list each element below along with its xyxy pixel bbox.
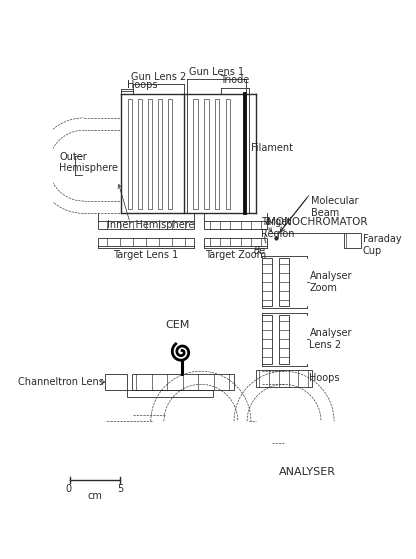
Bar	[215, 98, 219, 209]
Text: MONOCHROMATOR: MONOCHROMATOR	[267, 217, 368, 227]
Bar	[148, 98, 152, 209]
Bar	[158, 98, 162, 209]
Text: Target
Region: Target Region	[261, 217, 295, 239]
Bar	[98, 238, 194, 246]
Bar	[204, 238, 267, 246]
Bar	[279, 258, 290, 306]
Text: Gun Lens 2: Gun Lens 2	[131, 72, 186, 82]
Bar	[204, 221, 267, 229]
Text: Analyser
Zoom: Analyser Zoom	[310, 271, 352, 293]
Text: θe: θe	[253, 246, 265, 255]
Text: Target Zoom: Target Zoom	[205, 249, 266, 259]
Bar	[279, 315, 290, 363]
Bar	[225, 98, 230, 209]
Text: Analyser
Lens 2: Analyser Lens 2	[310, 329, 352, 350]
Text: Gun Lens 1: Gun Lens 1	[189, 67, 244, 77]
Text: CEM: CEM	[166, 320, 190, 330]
Text: Target Lens 1: Target Lens 1	[113, 249, 178, 259]
Bar	[105, 373, 127, 391]
Bar	[262, 315, 272, 363]
Bar	[168, 98, 172, 209]
Text: Outer
Hemisphere: Outer Hemisphere	[59, 152, 118, 173]
Bar	[193, 98, 198, 209]
Text: 0: 0	[65, 484, 72, 494]
Text: Faraday
Cup: Faraday Cup	[363, 234, 401, 256]
Bar	[262, 258, 272, 306]
Bar	[128, 98, 132, 209]
Bar	[131, 373, 234, 391]
Text: Channeltron Lens: Channeltron Lens	[18, 377, 104, 387]
Text: 5: 5	[117, 484, 123, 494]
Text: Inner Hemisphere: Inner Hemisphere	[107, 220, 194, 230]
Bar	[344, 233, 361, 248]
Text: Hoops: Hoops	[310, 373, 340, 383]
Bar	[255, 369, 312, 387]
Text: ANALYSER: ANALYSER	[279, 467, 336, 477]
Text: Hoops: Hoops	[127, 80, 158, 90]
Bar	[204, 98, 208, 209]
Text: Triode: Triode	[220, 75, 249, 85]
Bar	[98, 221, 194, 229]
Text: Filament: Filament	[251, 143, 293, 153]
Bar	[127, 391, 213, 397]
Text: cm: cm	[87, 491, 102, 500]
Bar	[138, 98, 142, 209]
Text: Molecular
Beam: Molecular Beam	[311, 196, 359, 218]
